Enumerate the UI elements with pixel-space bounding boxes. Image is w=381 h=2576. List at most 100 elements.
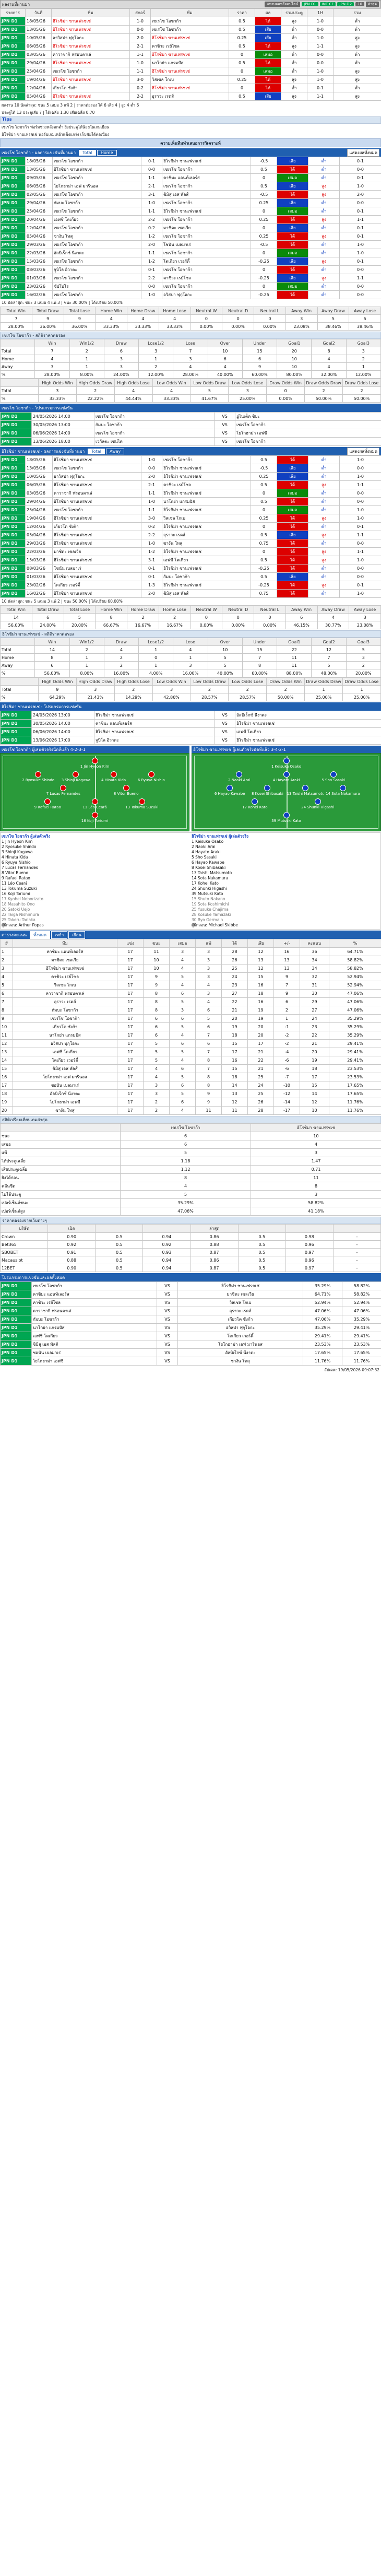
table-row[interactable]: JPN D1 29/04/26 กัมบะ โอซาก้า 1-0 เซเรโซ โอซ… xyxy=(0,198,381,207)
table-row[interactable]: JPN D1 06/05/26 ฮิโรชิม่า ซานเฟรชเช่ 2-1 คาช… xyxy=(0,42,381,51)
table-row[interactable]: JPN D1 29/03/26 ฮิโรชิม่า ซานเฟรชเช่ 1-0 ซาง… xyxy=(0,539,381,548)
table-cell: สูง xyxy=(281,42,307,51)
table-row[interactable]: JPN D1 05/04/26 ฮิโรชิม่า ซานเฟรชเช่ 2-2 อุร… xyxy=(0,531,381,539)
table-row[interactable]: JPN D1 13/05/26 เซเรโซ โอซาก้า 0-0 ฮิโรชิม่า… xyxy=(0,464,381,473)
section2-tab-total[interactable]: Total xyxy=(88,448,105,454)
section1-tab-total[interactable]: Total xyxy=(79,149,96,156)
table-row[interactable]: JPN D1 18/05/26 ฮิโรชิม่า ซานเฟรชเช่ 1-0 เซเ… xyxy=(0,455,381,464)
standings-tab-home[interactable]: เหย้า xyxy=(51,931,68,939)
table-row[interactable]: JPN D1 08/03/26 จูบิโล อิวาตะ 0-1 เซเรโซ โอซ… xyxy=(0,265,381,274)
top-chip[interactable]: JPN D2 xyxy=(337,2,354,6)
table-cell: 03/05/26 xyxy=(25,489,53,498)
table-row[interactable]: JPN D1 03/05/26 คาวาซากิ ฟรอนตาเล่ 1-1 ฮิโรช… xyxy=(0,489,381,498)
table-row[interactable]: JPN D1 29/03/26 เซเรโซ โอซาก้า 2-0 โชนัน เบล… xyxy=(0,240,381,249)
table-row[interactable]: JPN D1 15/03/26 เซเรโซ โอซาก้า 1-2 โตเกียว เ… xyxy=(0,257,381,266)
table-row[interactable]: JPN D1 25/04/26 เซเรโซ โอซาก้า 1-1 ฮิโรชิม่า… xyxy=(0,505,381,514)
table-row[interactable]: JPN D1 13/06/2026 18:00 เวกัลตะ เซนได VS เซเ… xyxy=(0,437,381,446)
table-cell: เสีย xyxy=(277,224,308,232)
table-row[interactable]: JPN D1 คาวาซากิ ฟรอนตาเล่ VS อุราวะ เรดส์ 47… xyxy=(0,1307,381,1315)
table-row[interactable]: JPN D1 22/03/26 มาชิดะ เซลเวีย 1-2 ฮิโรชิม่า… xyxy=(0,547,381,556)
top-chip[interactable]: INT CF xyxy=(319,2,336,6)
table-row[interactable]: JPN D1 06/05/26 ฮิโรชิม่า ซานเฟรชเช่ 2-1 คาช… xyxy=(0,480,381,489)
stat-cell: 0 xyxy=(190,613,223,621)
table-row[interactable]: JPN D1 03/05/26 คาวาซากิ ฟรอนตาเล่ 1-1 ฮิโรช… xyxy=(0,50,381,59)
player-name: 11 Léo Ceará xyxy=(2,881,28,886)
table-row[interactable]: JPN D1 10/05/26 อาวิสปา ฟุกุโอกะ 2-0 ฮิโรชิม… xyxy=(0,33,381,42)
table-cell: ฮิโรชิม่า ซานเฟรชเช่ xyxy=(13,964,117,973)
table-row[interactable]: JPN D1 13/05/26 ฮิโรชิม่า ซานเฟรชเช่ 0-0 เซเ… xyxy=(0,165,381,174)
table-cell: 26 xyxy=(247,1098,274,1107)
table-row[interactable]: JPN D1 12/04/26 เซเรโซ โอซาก้า 0-2 มาชิดะ เซ… xyxy=(0,224,381,232)
table-row[interactable]: JPN D1 23/02/26 โตเกียว เวอร์ดี้ 1-3 ฮิโรชิม… xyxy=(0,581,381,590)
table-row[interactable]: JPN D1 29/04/26 ฮิโรชิม่า ซานเฟรชเช่ 1-0 นาโ… xyxy=(0,58,381,67)
table-row[interactable]: JPN D1 30/05/2026 13:00 กัมบะ โอซาก้า VS เซเ… xyxy=(0,420,381,429)
top-chip[interactable]: แทงบอลฟรีออนไลน์ xyxy=(265,1,301,7)
top-chip[interactable]: JPN D1 xyxy=(302,2,318,6)
standings-tab-away[interactable]: เยือน xyxy=(68,931,85,939)
table-row[interactable]: JPN D1 16/02/26 เซเรโซ โอซาก้า 1-0 อวิสปา ฟุ… xyxy=(0,290,381,299)
table-row[interactable]: JPN D1 19/04/26 ฮิโรชิม่า ซานเฟรชเช่ 3-0 วิส… xyxy=(0,75,381,84)
table-row[interactable]: JPN D1 เอฟซี โตเกียว VS โตเกียว เวอร์ดี้ 29.… xyxy=(0,1332,381,1340)
table-cell: 6 xyxy=(34,661,70,669)
table-row[interactable]: JPN D1 09/05/26 เซเรโซ โอซาก้า 1-1 คาชิมะ แอ… xyxy=(0,173,381,182)
table-row[interactable]: JPN D1 06/05/26 โยโกฮาม่า เอฟ มารินอส 2-1 เซ… xyxy=(0,182,381,191)
table-row[interactable]: JPN D1 22/03/26 อัลบิเร็กซ์ นีงาตะ 1-1 เซเรโ… xyxy=(0,249,381,257)
table-cell: 10/05/26 xyxy=(25,33,52,42)
column-header xyxy=(0,1123,121,1132)
table-row[interactable]: JPN D1 13/06/2026 17:00 จูบิโล อิวาตะ VS ฮิโ… xyxy=(0,736,381,745)
table-row[interactable]: JPN D1 12/04/26 เกียวโต ซังก้า 0-2 ฮิโรชิม่า… xyxy=(0,84,381,92)
table-row[interactable]: JPN D1 29/04/26 ฮิโรชิม่า ซานเฟรชเช่ 1-0 นาโ… xyxy=(0,497,381,506)
table-row[interactable]: JPN D1 20/04/26 เอฟซี โตเกียว 2-2 เซเรโซ โอซ… xyxy=(0,215,381,224)
table-row[interactable]: JPN D1 01/03/26 ฮิโรชิม่า ซานเฟรชเช่ 0-1 กัม… xyxy=(0,572,381,581)
table-row[interactable]: JPN D1 06/06/2026 14:00 ฮิโรชิม่า ซานเฟรชเ… xyxy=(0,727,381,736)
section2-filter-select[interactable]: แสดงผลทั้งหมด xyxy=(347,447,379,455)
table-cell: โยโกฮาม่า เอฟซี xyxy=(13,1098,117,1107)
table-row[interactable]: JPN D1 กัมบะ โอซาก้า VS เกียวโต ซังก้า 47.06… xyxy=(0,1315,381,1324)
table-row[interactable]: JPN D1 30/05/2026 14:00 คาชิมะ แอนท์เลอร์ส… xyxy=(0,719,381,728)
table-row[interactable]: JPN D1 12/04/26 เกียวโต ซังก้า 0-2 ฮิโรชิม่า… xyxy=(0,522,381,531)
table-row[interactable]: JPN D1 คาชิมะ แอนท์เลอร์ส VS มาชิดะ เซลเวีย… xyxy=(0,1290,381,1299)
table-row[interactable]: JPN D1 ชอนัน เบลมาเร่ VS อัลบิเร็กซ์ นีงาตะ… xyxy=(0,1348,381,1357)
table-row[interactable]: JPN D1 02/05/26 เซเรโซ โอซาก้า 3-1 ชิมิสุ เอ… xyxy=(0,190,381,199)
table-row[interactable]: JPN D1 01/03/26 เซเรโซ โอซาก้า 2-2 คาชิวะ เร… xyxy=(0,274,381,283)
table-row[interactable]: JPN D1 19/04/26 ฮิโรชิม่า ซานเฟรชเช่ 3-0 วิส… xyxy=(0,514,381,523)
top-chip[interactable]: ล่าสุด xyxy=(365,1,379,7)
section1-filter-select[interactable]: แสดงผลทั้งหมด xyxy=(347,148,379,157)
league-badge: JPN D1 xyxy=(0,455,26,464)
table-cell: 3-0 xyxy=(129,75,151,84)
table-cell: 0.5 xyxy=(95,1264,144,1272)
table-row[interactable]: JPN D1 08/03/26 โชนัน เบลมาเร่ 0-1 ฮิโรชิม่า… xyxy=(0,564,381,573)
table-cell: 5 xyxy=(311,661,347,669)
table-row[interactable]: JPN D1 24/05/2026 14:00 เซเรโซ โอซาก้า VS ยู… xyxy=(0,412,381,421)
table-row[interactable]: JPN D1 15/03/26 ฮิโรชิม่า ซานเฟรชเช่ 3-1 เอฟ… xyxy=(0,556,381,564)
table-row[interactable]: JPN D1 นาโกย่า แกรมปัส VS อวิสปา ฟุกุโอกะ 35… xyxy=(0,1323,381,1332)
compare-title: สถิติเปรียบเทียบเกมล่าสุด xyxy=(0,1116,381,1123)
table-row[interactable]: JPN D1 18/05/26 เซเรโซ โอซาก้า 0-1 ฮิโรชิม่า… xyxy=(0,157,381,166)
table-cell: สูง xyxy=(333,33,381,42)
section1-tab-home[interactable]: Home xyxy=(97,149,117,156)
table-row[interactable]: JPN D1 16/02/26 ฮิโรชิม่า ซานเฟรชเช่ 2-0 ชิม… xyxy=(0,589,381,598)
table-row[interactable]: JPN D1 ชิมิสุ เอส พัลส์ VS โยโกฮาม่า เอฟ มา… xyxy=(0,1340,381,1349)
table-row[interactable]: JPN D1 05/04/26 ซางัน โทสุ 1-2 เซเรโซ โอซาก้… xyxy=(0,232,381,241)
table-row[interactable]: JPN D1 18/05/26 ฮิโรชิม่า ซานเฟรชเช่ 1-0 เซเ… xyxy=(0,17,381,26)
table-cell: 0-0 xyxy=(129,25,151,34)
table-row[interactable]: JPN D1 24/05/2026 13:00 ฮิโรชิม่า ซานเฟรชเ… xyxy=(0,711,381,720)
stat-cell: Home Draw xyxy=(127,307,159,315)
stat-cell: 0.00% xyxy=(222,322,254,331)
table-row[interactable]: JPN D1 คาชิวะ เรย์โซล VS วิสเซล โกเบ 52.94% 5… xyxy=(0,1298,381,1307)
table-cell: ต่ำ xyxy=(308,290,340,299)
standings-tab-all[interactable]: ทั้งหมด xyxy=(30,931,51,939)
table-row[interactable]: JPN D1 10/05/26 อาวิสปา ฟุกุโอกะ 2-0 ฮิโรชิม… xyxy=(0,472,381,481)
table-row[interactable]: JPN D1 เซเรโซ โอซาก้า VS ฮิโรชิม่า ซานเฟรชเ… xyxy=(0,1281,381,1290)
table-cell: ฮิโรชิม่า ซานเฟรชเช่ xyxy=(162,505,251,514)
table-row[interactable]: JPN D1 25/04/26 เซเรโซ โอซาก้า 1-1 ฮิโรชิม่า… xyxy=(0,207,381,216)
top-chip[interactable]: 10 xyxy=(355,2,364,6)
table-cell: 1-0 xyxy=(339,455,381,464)
table-row[interactable]: JPN D1 โยโกฮาม่า เอฟซี VS ซางัน โทสุ 11.76% 1… xyxy=(0,1357,381,1366)
table-row[interactable]: JPN D1 25/04/26 เซเรโซ โอซาก้า 1-1 ฮิโรชิม่า… xyxy=(0,67,381,76)
table-row[interactable]: JPN D1 05/04/26 ฮิโรชิม่า ซานเฟรชเช่ 2-2 อุร… xyxy=(0,92,381,101)
table-row[interactable]: JPN D1 13/05/26 ฮิโรชิม่า ซานเฟรชเช่ 0-0 เซเ… xyxy=(0,25,381,34)
section2-tab-away[interactable]: Away xyxy=(105,448,125,454)
table-row[interactable]: JPN D1 23/02/26 ซัปโปโร 0-0 เซเรโซ โอซาก้า 0 เ… xyxy=(0,282,381,291)
table-row[interactable]: JPN D1 06/06/2026 14:00 เซเรโซ โอซาก้า VS โย… xyxy=(0,429,381,438)
